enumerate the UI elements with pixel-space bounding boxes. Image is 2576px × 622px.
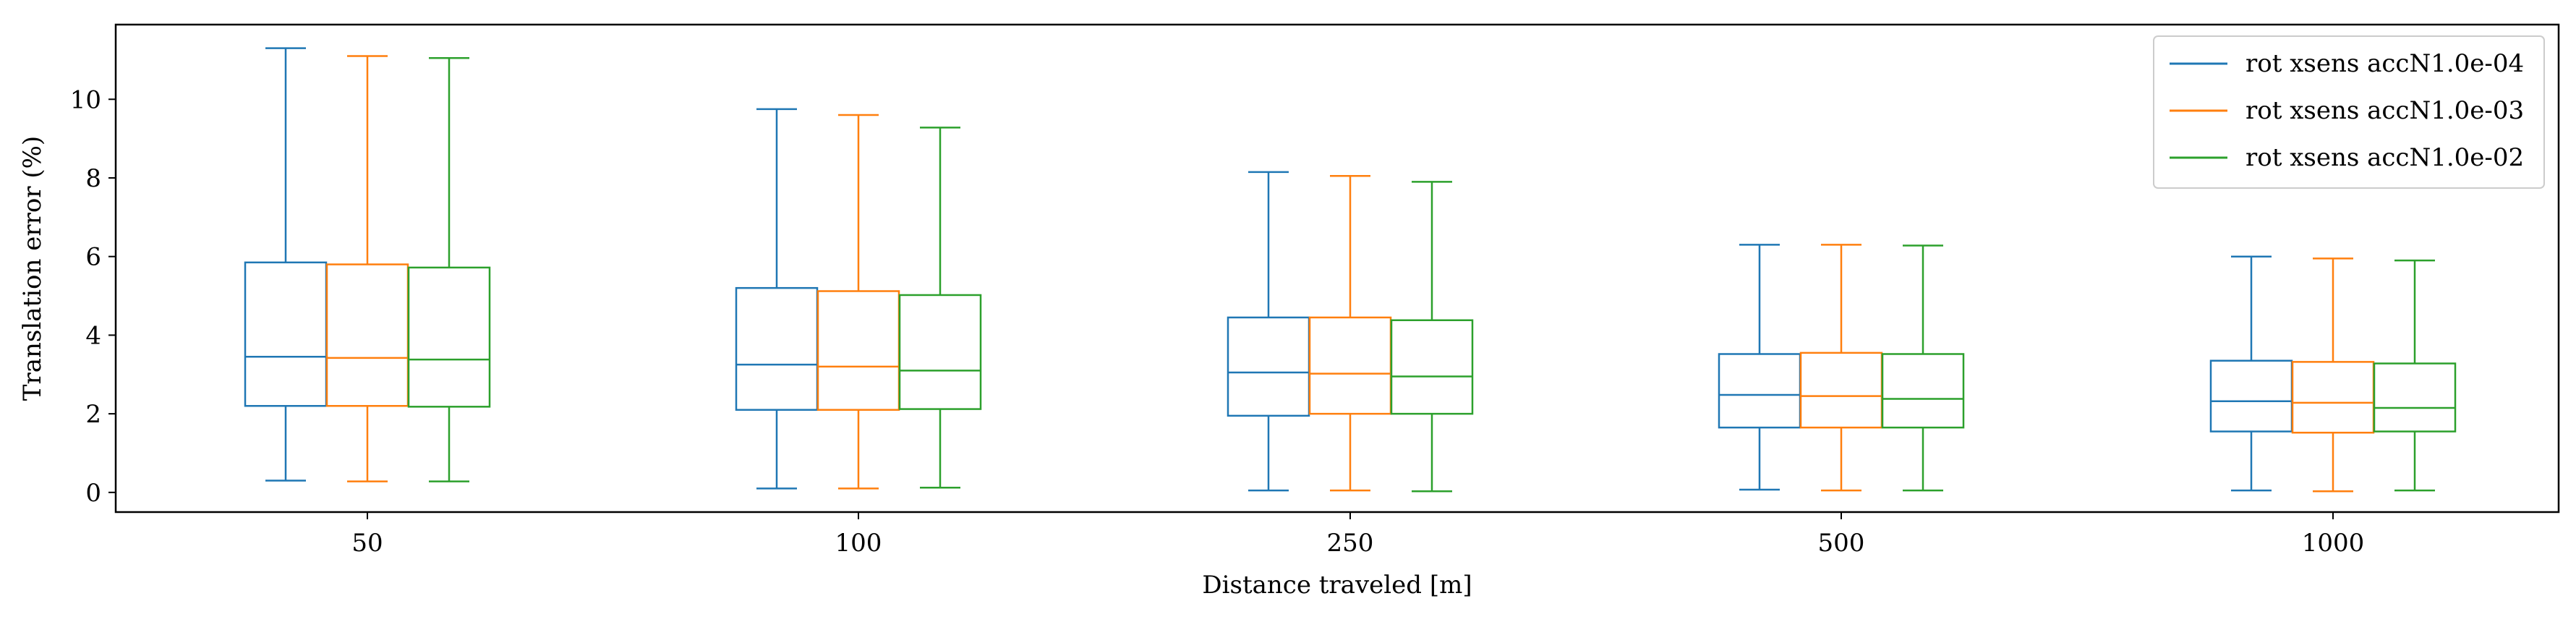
box-500-series-3 — [1881, 244, 1965, 492]
box-body — [898, 294, 982, 410]
legend-label: rot xsens accN1.0e-04 — [2246, 49, 2524, 78]
box-100-series-1 — [735, 108, 819, 490]
x-tick-label: 100 — [835, 529, 882, 558]
box-100-series-3 — [898, 127, 982, 489]
box-body — [1799, 352, 1883, 429]
y-tick-label: 2 — [85, 400, 101, 429]
box-body — [2291, 361, 2375, 434]
plot-area — [244, 47, 2457, 493]
box-body — [1390, 319, 1474, 415]
box-50-series-1 — [244, 47, 328, 482]
legend-label: rot xsens accN1.0e-03 — [2246, 96, 2524, 125]
x-axis: 50 100 250 500 1000 — [351, 512, 2364, 558]
box-body — [1881, 353, 1965, 429]
y-tick-label: 0 — [85, 479, 101, 508]
x-axis-label: Distance traveled [m] — [1202, 571, 1472, 600]
y-tick-label: 8 — [85, 164, 101, 193]
box-1000-series-2 — [2291, 257, 2375, 493]
y-tick-label: 10 — [70, 85, 101, 114]
box-250-series-3 — [1390, 181, 1474, 493]
box-body — [325, 263, 409, 407]
box-1000-series-3 — [2373, 259, 2457, 492]
box-body — [244, 261, 328, 407]
box-body — [1227, 316, 1310, 417]
box-body — [816, 290, 900, 411]
box-50-series-3 — [407, 56, 491, 482]
x-tick-label: 1000 — [2302, 529, 2365, 558]
box-body — [2209, 359, 2293, 433]
box-body — [2373, 362, 2457, 433]
box-body — [1718, 353, 1801, 429]
box-body — [1308, 316, 1392, 415]
x-tick-label: 250 — [1327, 529, 1374, 558]
box-500-series-2 — [1799, 244, 1883, 492]
x-tick-label: 50 — [351, 529, 383, 558]
box-50-series-2 — [325, 55, 409, 482]
y-tick-label: 6 — [85, 243, 101, 272]
box-body — [735, 286, 819, 411]
box-100-series-2 — [816, 114, 900, 490]
x-tick-label: 500 — [1818, 529, 1865, 558]
box-500-series-1 — [1718, 244, 1801, 491]
y-axis: 0 2 4 6 8 10 — [70, 85, 116, 508]
plot-frame — [114, 23, 2560, 514]
box-250-series-1 — [1227, 171, 1310, 492]
legend-box — [2153, 35, 2545, 189]
box-1000-series-1 — [2209, 255, 2293, 492]
legend: rot xsens accN1.0e-04 rot xsens accN1.0e-… — [2153, 35, 2545, 189]
box-250-series-2 — [1308, 175, 1392, 492]
y-tick-label: 4 — [85, 321, 101, 350]
box-body — [407, 266, 491, 408]
legend-label: rot xsens accN1.0e-02 — [2246, 143, 2524, 172]
y-axis-label: Translation error (%) — [18, 136, 47, 401]
